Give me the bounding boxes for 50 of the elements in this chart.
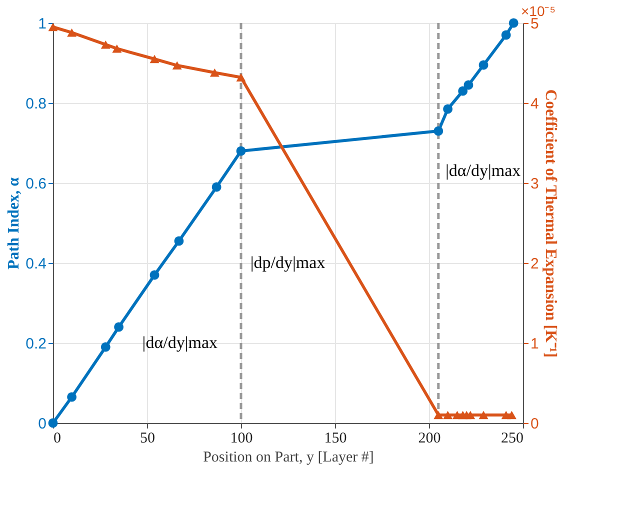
y-axis-title: Path Index, α — [6, 177, 23, 270]
x-tick-label: 50 — [140, 430, 155, 446]
point — [67, 28, 77, 37]
y2-tick-label: 0 — [530, 416, 539, 432]
point — [100, 40, 110, 49]
point — [210, 68, 220, 77]
y-tick-label: 0.2 — [26, 336, 46, 352]
y-tick-label: 1 — [38, 16, 46, 32]
point — [67, 392, 77, 402]
point — [506, 410, 516, 420]
point — [443, 104, 453, 114]
x-tick-label: 250 — [501, 430, 524, 446]
point — [458, 86, 468, 96]
y2-tick-label: 4 — [530, 96, 539, 112]
point — [174, 236, 184, 246]
annotation: |dα/dy|max — [445, 161, 522, 180]
y-tick-label: 0.6 — [26, 176, 46, 192]
point — [236, 73, 246, 82]
point — [434, 126, 444, 136]
y2-axis-title: Coefficient of Thermal Expansion [K⁻¹] — [542, 89, 559, 358]
y2-tick-label: 3 — [530, 176, 539, 192]
point — [236, 146, 246, 156]
point — [112, 44, 122, 53]
y2-tick-label: 2 — [530, 256, 539, 272]
point — [508, 18, 518, 28]
point — [478, 60, 488, 70]
point — [501, 30, 511, 40]
annotation: |dα/dy|max — [142, 333, 218, 352]
x-axis-title: Position on Part, y [Layer #] — [203, 450, 374, 466]
point — [150, 270, 160, 280]
point — [150, 54, 160, 64]
point — [464, 80, 474, 90]
x-tick-label: 200 — [418, 430, 441, 446]
annotation: |dp/dy|max — [250, 253, 326, 272]
point — [478, 410, 488, 420]
point — [48, 22, 58, 32]
point — [212, 182, 222, 192]
point — [434, 410, 444, 420]
point — [466, 410, 476, 420]
point — [100, 342, 110, 352]
y-tick-label: 0.8 — [26, 96, 46, 112]
y-tick-label: 0 — [38, 416, 46, 432]
point — [443, 410, 453, 420]
x-tick-label: 0 — [54, 430, 61, 446]
x-tick-label: 150 — [324, 430, 347, 446]
point — [114, 322, 124, 332]
y2-tick-label: 1 — [530, 336, 539, 352]
y-tick-label: 0.4 — [26, 256, 46, 272]
point — [172, 61, 182, 70]
x-tick-label: 100 — [230, 430, 253, 446]
